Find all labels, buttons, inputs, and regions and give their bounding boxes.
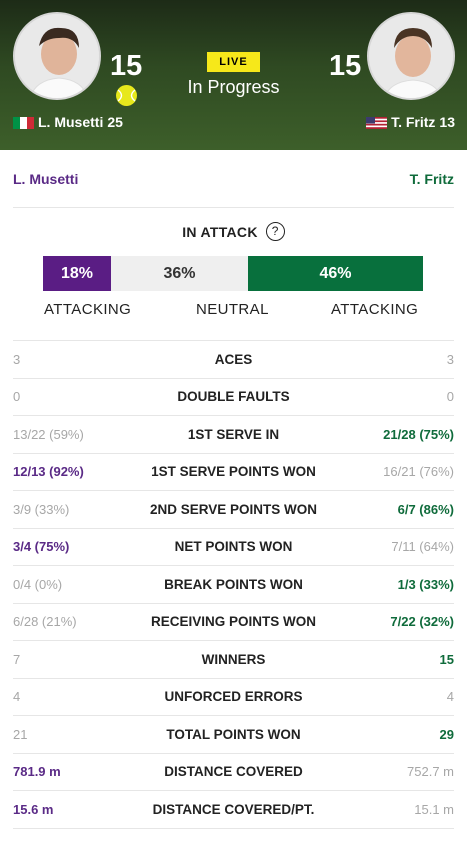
attack-label-neutral: NEUTRAL	[196, 301, 269, 318]
attack-bar-right: 46%	[248, 256, 423, 291]
attack-label-right: ATTACKING	[331, 301, 419, 318]
right-player-label: T. Fritz	[409, 170, 454, 187]
stat-right-value: 752.7 m	[407, 764, 454, 780]
stat-right-value: 15.1 m	[414, 801, 454, 817]
player-photo-icon	[369, 14, 453, 98]
stat-row: 7 WINNERS 15	[13, 640, 454, 678]
stats-table: 3 ACES 3 0 DOUBLE FAULTS 0 13/22 (59%) 1ST SERV…	[13, 340, 454, 829]
stat-row: 13/22 (59%) 1ST SERVE IN 21/28 (75%)	[13, 415, 454, 453]
player-right-name: T. Fritz 13	[366, 114, 455, 130]
in-attack-title: IN ATTACK ?	[0, 222, 467, 241]
stat-row: 4 UNFORCED ERRORS 4	[13, 677, 454, 716]
stat-right-value: 7/22 (32%)	[390, 614, 454, 630]
stat-label: UNFORCED ERRORS	[164, 689, 303, 705]
stat-right-value: 1/3 (33%)	[397, 576, 454, 592]
stat-right-value: 4	[446, 689, 454, 705]
stat-row: 12/13 (92%) 1ST SERVE POINTS WON 16/21 (76…	[13, 452, 454, 491]
player-left-score: 15	[110, 50, 143, 82]
player-left-name: L. Musetti 25	[13, 114, 123, 130]
stat-right-value: 21/28 (75%)	[383, 426, 454, 442]
usa-flag-icon	[366, 116, 388, 129]
match-status: In Progress	[187, 77, 280, 97]
stat-left-value: 3	[13, 351, 21, 367]
left-player-label: L. Musetti	[13, 170, 79, 187]
stat-right-value: 6/7 (86%)	[397, 501, 454, 517]
in-attack-heading: IN ATTACK	[182, 223, 258, 240]
stat-left-value: 21	[13, 726, 28, 742]
stat-left-value: 6/28 (21%)	[13, 614, 77, 630]
player-right-avatar	[367, 12, 455, 100]
stat-row: 0/4 (0%) BREAK POINTS WON 1/3 (33%)	[13, 565, 454, 603]
player-photo-icon	[15, 14, 99, 98]
stat-label: 1ST SERVE POINTS WON	[151, 464, 316, 480]
stat-label: BREAK POINTS WON	[164, 576, 303, 592]
stat-left-value: 13/22 (59%)	[13, 426, 84, 442]
help-icon[interactable]: ?	[265, 222, 285, 241]
stat-label: WINNERS	[201, 651, 266, 667]
stat-right-value: 15	[439, 651, 454, 667]
stat-left-value: 12/13 (92%)	[13, 464, 84, 480]
stat-right-value: 0	[446, 389, 454, 405]
stat-row: 3/9 (33%) 2ND SERVE POINTS WON 6/7 (86%)	[13, 490, 454, 528]
stat-row: 3/4 (75%) NET POINTS WON 7/11 (64%)	[13, 527, 454, 566]
player-left-name-text: L. Musetti	[38, 114, 104, 130]
stat-label: 2ND SERVE POINTS WON	[149, 501, 318, 517]
stat-row: 3 ACES 3	[13, 340, 454, 378]
stat-label: DISTANCE COVERED	[164, 764, 303, 780]
player-right-score: 15	[329, 50, 362, 82]
player-names-row: L. Musetti T. Fritz	[13, 150, 454, 208]
stat-left-value: 4	[13, 689, 21, 705]
stat-label: TOTAL POINTS WON	[166, 726, 301, 742]
player-left-seed: 25	[107, 114, 123, 130]
stat-label: RECEIVING POINTS WON	[150, 614, 316, 630]
stat-label: ACES	[214, 351, 253, 367]
stats-panel: L. Musetti T. Fritz IN ATTACK ? 18% 36% …	[0, 150, 467, 846]
attack-bar-left: 18%	[43, 256, 111, 291]
stat-row: 21 TOTAL POINTS WON 29	[13, 715, 454, 753]
tennis-ball-icon	[116, 85, 137, 106]
stat-row: 15.6 m DISTANCE COVERED/PT. 15.1 m	[13, 790, 454, 828]
stat-right-value: 7/11 (64%)	[391, 539, 454, 555]
stat-row: 6/28 (21%) RECEIVING POINTS WON 7/22 (32%)	[13, 602, 454, 641]
stat-label: DISTANCE COVERED/PT.	[152, 801, 315, 817]
stat-left-value: 7	[13, 651, 21, 667]
stat-right-value: 29	[439, 726, 454, 742]
stat-left-value: 15.6 m	[13, 801, 54, 817]
attack-label-left: ATTACKING	[44, 301, 132, 318]
match-header: 15 LIVE In Progress 15 L. Musetti 25	[0, 0, 467, 150]
stat-left-value: 3/4 (75%)	[13, 539, 70, 555]
player-right-seed: 13	[439, 114, 455, 130]
italy-flag-icon	[13, 116, 34, 129]
stat-left-value: 0/4 (0%)	[13, 576, 63, 592]
live-badge: LIVE	[207, 52, 260, 72]
stat-left-value: 3/9 (33%)	[13, 501, 70, 517]
stat-row: 0 DOUBLE FAULTS 0	[13, 377, 454, 416]
stat-row: 781.9 m DISTANCE COVERED 752.7 m	[13, 752, 454, 791]
stat-right-value: 16/21 (76%)	[383, 464, 454, 480]
stat-left-value: 0	[13, 389, 21, 405]
player-left-avatar	[13, 12, 101, 100]
stats-divider	[13, 827, 454, 829]
stat-left-value: 781.9 m	[13, 764, 61, 780]
player-right-name-text: T. Fritz	[391, 114, 436, 130]
stat-label: 1ST SERVE IN	[187, 426, 280, 442]
stat-right-value: 3	[446, 351, 454, 367]
attack-bar-neutral: 36%	[111, 256, 248, 291]
stat-label: NET POINTS WON	[174, 539, 293, 555]
attack-bar: 18% 36% 46%	[43, 256, 423, 291]
stat-label: DOUBLE FAULTS	[177, 389, 290, 405]
